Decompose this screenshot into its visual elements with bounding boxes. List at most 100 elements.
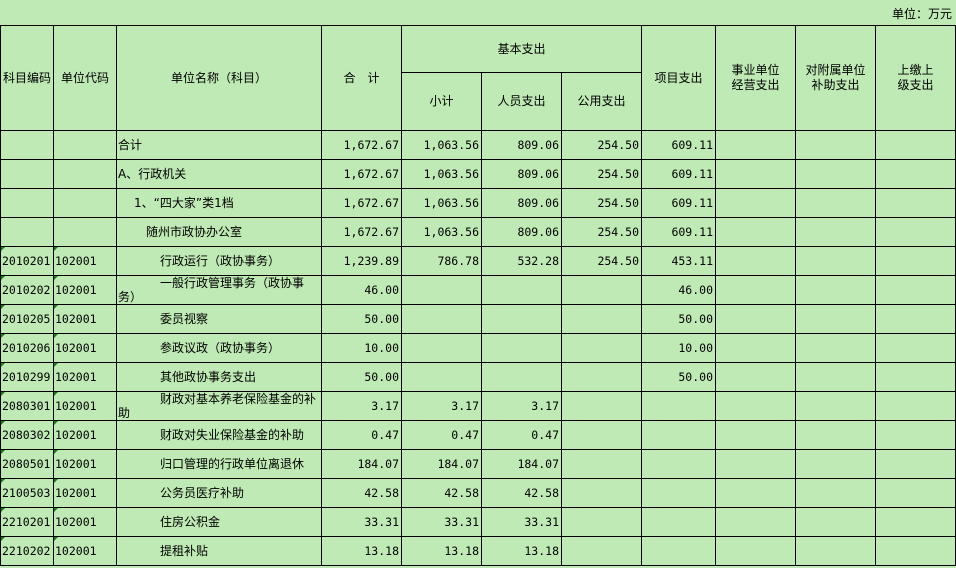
upper-cell[interactable] — [875, 420, 956, 450]
business-cell[interactable] — [715, 130, 796, 160]
project-cell[interactable]: 609.11 — [641, 217, 716, 247]
subject-code-cell[interactable]: 2010206 — [0, 333, 54, 363]
subsidy-cell[interactable] — [795, 333, 876, 363]
subsidy-cell[interactable] — [795, 246, 876, 276]
subtotal-cell[interactable]: 1,063.56 — [401, 188, 482, 218]
unit-name-cell[interactable]: 提租补贴 — [116, 536, 322, 566]
subject-code-cell[interactable]: 2010299 — [0, 362, 54, 392]
project-cell[interactable]: 609.11 — [641, 130, 716, 160]
unit-name-cell[interactable]: 委员视察 — [116, 304, 322, 334]
upper-cell[interactable] — [875, 217, 956, 247]
public-cell[interactable] — [561, 507, 642, 537]
header-unit-code[interactable]: 单位代码 — [53, 25, 117, 131]
subtotal-cell[interactable]: 1,063.56 — [401, 130, 482, 160]
total-cell[interactable]: 3.17 — [321, 391, 402, 421]
total-cell[interactable]: 0.47 — [321, 420, 402, 450]
subsidy-cell[interactable] — [795, 507, 876, 537]
personnel-cell[interactable]: 809.06 — [481, 217, 562, 247]
public-cell[interactable]: 254.50 — [561, 246, 642, 276]
unit-name-cell[interactable]: 财政对基本养老保险基金的补助 — [116, 391, 322, 421]
business-cell[interactable] — [715, 391, 796, 421]
unit-name-cell[interactable]: 参政议政（政协事务） — [116, 333, 322, 363]
subsidy-cell[interactable] — [795, 391, 876, 421]
unit-code-cell[interactable] — [53, 188, 117, 218]
business-cell[interactable] — [715, 362, 796, 392]
subsidy-cell[interactable] — [795, 362, 876, 392]
personnel-cell[interactable]: 33.31 — [481, 507, 562, 537]
total-cell[interactable]: 1,672.67 — [321, 130, 402, 160]
subject-code-cell[interactable]: 2080501 — [0, 449, 54, 479]
unit-code-cell[interactable] — [53, 159, 117, 189]
unit-name-cell[interactable]: 其他政协事务支出 — [116, 362, 322, 392]
header-personnel[interactable]: 人员支出 — [481, 72, 562, 131]
subsidy-cell[interactable] — [795, 217, 876, 247]
header-subtotal[interactable]: 小计 — [401, 72, 482, 131]
subtotal-cell[interactable]: 1,063.56 — [401, 217, 482, 247]
total-cell[interactable]: 33.31 — [321, 507, 402, 537]
unit-name-cell[interactable]: 归口管理的行政单位离退休 — [116, 449, 322, 479]
upper-cell[interactable] — [875, 362, 956, 392]
subtotal-cell[interactable]: 13.18 — [401, 536, 482, 566]
unit-code-cell[interactable]: 102001 — [53, 507, 117, 537]
header-subsidy[interactable]: 对附属单位补助支出 — [795, 25, 876, 131]
subsidy-cell[interactable] — [795, 304, 876, 334]
personnel-cell[interactable]: 532.28 — [481, 246, 562, 276]
business-cell[interactable] — [715, 478, 796, 508]
business-cell[interactable] — [715, 275, 796, 305]
subject-code-cell[interactable]: 2210202 — [0, 536, 54, 566]
subject-code-cell[interactable] — [0, 130, 54, 160]
personnel-cell[interactable]: 3.17 — [481, 391, 562, 421]
subject-code-cell[interactable]: 2100503 — [0, 478, 54, 508]
upper-cell[interactable] — [875, 449, 956, 479]
upper-cell[interactable] — [875, 188, 956, 218]
unit-code-cell[interactable]: 102001 — [53, 362, 117, 392]
project-cell[interactable] — [641, 391, 716, 421]
business-cell[interactable] — [715, 333, 796, 363]
public-cell[interactable] — [561, 275, 642, 305]
unit-code-cell[interactable]: 102001 — [53, 333, 117, 363]
subsidy-cell[interactable] — [795, 536, 876, 566]
public-cell[interactable] — [561, 536, 642, 566]
header-project[interactable]: 项目支出 — [641, 25, 716, 131]
unit-name-cell[interactable]: 一般行政管理事务（政协事务） — [116, 275, 322, 305]
subtotal-cell[interactable]: 33.31 — [401, 507, 482, 537]
public-cell[interactable] — [561, 333, 642, 363]
unit-name-cell[interactable]: 合计 — [116, 130, 322, 160]
business-cell[interactable] — [715, 536, 796, 566]
upper-cell[interactable] — [875, 536, 956, 566]
unit-name-cell[interactable]: 行政运行（政协事务） — [116, 246, 322, 276]
subject-code-cell[interactable]: 2010202 — [0, 275, 54, 305]
personnel-cell[interactable]: 809.06 — [481, 159, 562, 189]
unit-code-cell[interactable] — [53, 130, 117, 160]
upper-cell[interactable] — [875, 246, 956, 276]
subsidy-cell[interactable] — [795, 420, 876, 450]
header-basic[interactable]: 基本支出 — [401, 25, 642, 73]
project-cell[interactable]: 453.11 — [641, 246, 716, 276]
personnel-cell[interactable] — [481, 362, 562, 392]
subsidy-cell[interactable] — [795, 449, 876, 479]
subject-code-cell[interactable]: 2010205 — [0, 304, 54, 334]
public-cell[interactable] — [561, 362, 642, 392]
public-cell[interactable]: 254.50 — [561, 188, 642, 218]
total-cell[interactable]: 1,239.89 — [321, 246, 402, 276]
unit-code-cell[interactable]: 102001 — [53, 478, 117, 508]
project-cell[interactable] — [641, 536, 716, 566]
unit-name-cell[interactable]: 1、“四大家”类1档 — [116, 188, 322, 218]
upper-cell[interactable] — [875, 391, 956, 421]
personnel-cell[interactable]: 42.58 — [481, 478, 562, 508]
project-cell[interactable] — [641, 507, 716, 537]
subtotal-cell[interactable]: 3.17 — [401, 391, 482, 421]
personnel-cell[interactable] — [481, 304, 562, 334]
upper-cell[interactable] — [875, 507, 956, 537]
unit-code-cell[interactable]: 102001 — [53, 420, 117, 450]
subtotal-cell[interactable]: 1,063.56 — [401, 159, 482, 189]
total-cell[interactable]: 10.00 — [321, 333, 402, 363]
total-cell[interactable]: 1,672.67 — [321, 188, 402, 218]
personnel-cell[interactable]: 809.06 — [481, 130, 562, 160]
personnel-cell[interactable]: 13.18 — [481, 536, 562, 566]
public-cell[interactable] — [561, 449, 642, 479]
personnel-cell[interactable]: 809.06 — [481, 188, 562, 218]
total-cell[interactable]: 50.00 — [321, 304, 402, 334]
subtotal-cell[interactable] — [401, 304, 482, 334]
unit-code-cell[interactable]: 102001 — [53, 536, 117, 566]
